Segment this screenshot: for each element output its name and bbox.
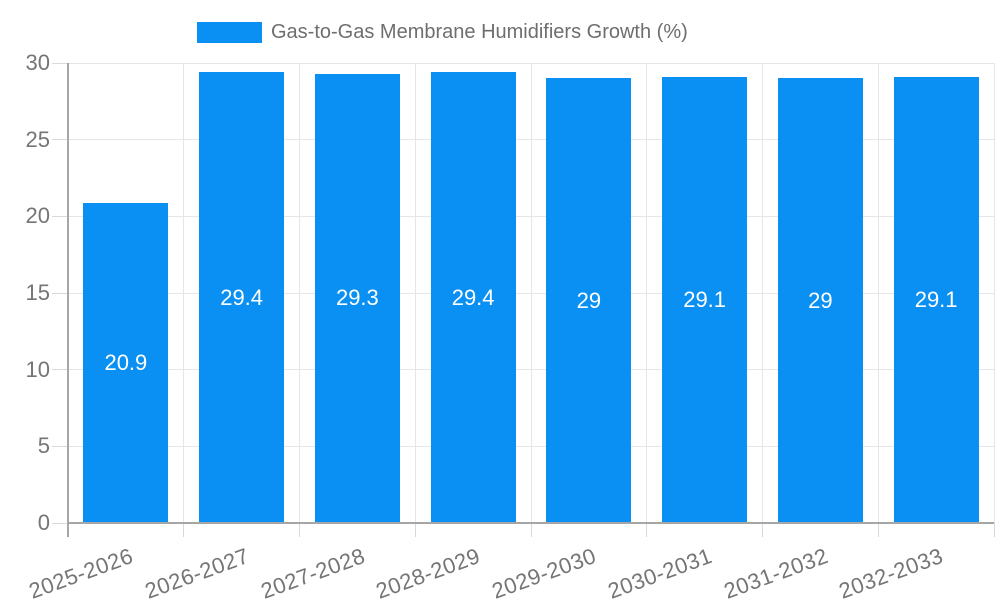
gridline-vertical [530, 63, 532, 523]
x-tick-label: 2026-2027 [141, 543, 253, 600]
x-axis-tick [183, 523, 185, 537]
y-axis-tick [52, 62, 68, 64]
x-tick-label: 2032-2033 [835, 543, 947, 600]
bar-value-label: 29.4 [220, 284, 264, 310]
legend-swatch [197, 21, 262, 43]
bar-value-label: 29.4 [451, 284, 495, 310]
bar[interactable]: 29.1 [893, 76, 979, 522]
x-tick-label: 2027-2028 [257, 543, 368, 600]
bar[interactable]: 29.1 [662, 76, 748, 522]
x-axis-tick [762, 523, 763, 537]
x-tick-label: 2031-2032 [720, 543, 831, 600]
x-axis-tick [877, 523, 879, 537]
gridline-vertical [646, 63, 648, 523]
x-axis-tick [414, 523, 416, 537]
bar[interactable]: 29 [546, 78, 632, 522]
y-tick-label: 10 [25, 356, 50, 382]
x-axis-tick [299, 523, 300, 537]
bar[interactable]: 20.9 [83, 202, 169, 522]
gridline-vertical [877, 63, 879, 523]
y-tick-label: 0 [37, 510, 50, 535]
x-axis-tick [530, 523, 532, 537]
y-tick-label: 25 [25, 126, 50, 152]
legend-label: Gas-to-Gas Membrane Humidifiers Growth (… [271, 21, 688, 43]
bar[interactable]: 29.4 [430, 72, 516, 522]
bar-value-label: 29 [808, 287, 833, 313]
x-tick-label: 2029-2030 [488, 543, 600, 600]
y-tick-label: 5 [37, 433, 50, 459]
x-tick-label: 2028-2029 [372, 543, 484, 600]
bar[interactable]: 29.3 [314, 73, 400, 522]
bar-value-label: 29.1 [914, 286, 958, 312]
y-axis-tick [52, 215, 68, 217]
bar[interactable]: 29.4 [199, 72, 285, 522]
bar-value-label: 20.9 [104, 349, 148, 375]
bar-value-label: 29.1 [683, 286, 727, 312]
legend[interactable]: Gas-to-Gas Membrane Humidifiers Growth (… [197, 20, 688, 44]
y-tick-label: 20 [25, 203, 50, 229]
gridline-vertical [762, 63, 763, 523]
y-axis-tick [52, 445, 68, 447]
gridline-vertical [993, 63, 995, 523]
y-axis-line [67, 63, 69, 537]
x-tick-label: 2030-2031 [604, 543, 716, 600]
x-tick-label: 2025-2026 [25, 543, 137, 600]
bar[interactable]: 29 [777, 78, 863, 522]
x-axis-tick [646, 523, 648, 537]
y-axis-tick [52, 522, 68, 524]
bar-value-label: 29 [576, 287, 602, 313]
y-axis-tick [52, 139, 68, 141]
gridline-vertical [414, 63, 416, 523]
bar-value-label: 29.3 [335, 285, 379, 311]
y-tick-label: 30 [25, 50, 50, 75]
gridline-vertical [299, 63, 300, 523]
gridline-vertical [183, 63, 185, 523]
x-axis-line [68, 522, 994, 524]
y-axis-tick [52, 292, 68, 294]
y-axis-tick [52, 369, 68, 371]
y-tick-label: 15 [25, 280, 50, 305]
x-axis-tick [993, 523, 995, 537]
